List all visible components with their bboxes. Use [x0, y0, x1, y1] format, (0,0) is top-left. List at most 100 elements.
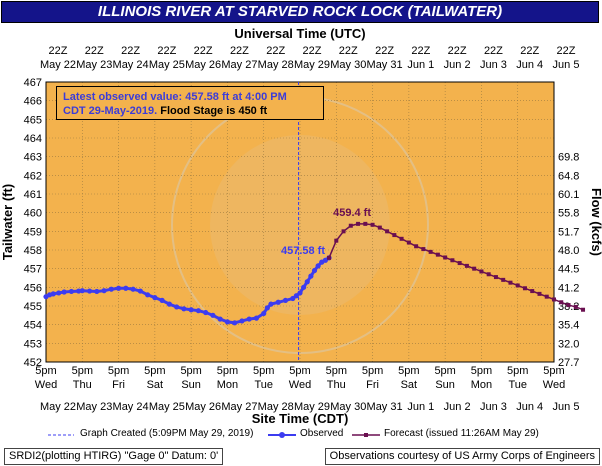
top-tick-time: 22Z	[266, 45, 285, 57]
bottom-tick-time: 5pm	[507, 365, 528, 377]
forecast-point	[399, 236, 404, 241]
y-tick-label: 455	[24, 301, 42, 313]
forecast-point	[377, 225, 382, 230]
bottom-tick-date: Jun 4	[516, 401, 543, 413]
observed-point	[210, 312, 216, 318]
top-axis-label: Universal Time (UTC)	[234, 26, 365, 41]
x-axis-label: Site Time (CDT)	[252, 411, 349, 426]
plot-area	[46, 82, 554, 362]
forecast-point	[464, 263, 469, 268]
observed-point	[159, 297, 165, 303]
observed-point	[203, 309, 209, 316]
top-tick-date: Jun 4	[516, 59, 543, 71]
bottom-tick-date: Jun 5	[553, 401, 580, 413]
observed-point	[174, 304, 180, 310]
forecast-point	[435, 252, 440, 257]
y-tick-label: 463	[24, 152, 42, 164]
y-tick-label: 461	[24, 189, 42, 201]
y2-tick-label: 69.8	[558, 152, 579, 164]
bottom-tick-date: May 27	[221, 401, 257, 413]
observed-point	[301, 284, 307, 290]
observed-point	[56, 290, 62, 296]
bottom-tick-time: 5pm	[471, 365, 492, 377]
forecast-point	[356, 221, 361, 226]
top-tick-time: 22Z	[85, 45, 104, 57]
observed-point	[268, 301, 274, 307]
observed-point	[166, 301, 172, 307]
forecast-point	[392, 233, 397, 238]
bottom-tick-date: May 29	[294, 401, 330, 413]
bottom-tick-date: Jun 1	[407, 401, 434, 413]
bottom-tick-time: 5pm	[108, 365, 129, 377]
top-tick-time: 22Z	[375, 45, 394, 57]
observed-point	[304, 279, 310, 285]
y-tick-label: 460	[24, 208, 42, 220]
observed-point	[137, 288, 143, 294]
y-tick-label: 465	[24, 114, 42, 126]
observed-point	[181, 306, 187, 312]
gage-datum-note: SRDI2(plotting HTIRG) "Gage 0" Datum: 0'	[4, 448, 224, 465]
legend-symbols	[48, 432, 380, 438]
bottom-tick-time: 5pm	[326, 365, 347, 377]
forecast-point	[530, 289, 535, 294]
bottom-tick-weekday: Sat	[147, 379, 164, 391]
latest-value-text: Latest observed value: 457.58 ft at 4:00…	[63, 91, 287, 103]
observed-point	[79, 288, 85, 294]
y2-tick-label: 41.2	[558, 282, 579, 294]
y-tick-label: 453	[24, 338, 42, 350]
forecast-point	[581, 307, 586, 312]
top-tick-date: May 25	[149, 59, 185, 71]
observed-point	[232, 320, 238, 326]
observed-point	[123, 285, 129, 291]
bottom-tick-time: 5pm	[144, 365, 165, 377]
y-tick-label: 452	[24, 357, 42, 369]
legend-observed-dot	[279, 432, 285, 438]
observed-point	[239, 318, 245, 324]
bottom-tick-date: Jun 3	[480, 401, 507, 413]
y-tick-label: 466	[24, 96, 42, 108]
y-tick-label: 462	[24, 170, 42, 182]
forecast-point	[566, 303, 571, 308]
top-tick-date: May 23	[76, 59, 112, 71]
observed-point	[101, 288, 107, 294]
legend: Graph Created (5:09PM May 29, 2019) Obse…	[0, 426, 602, 444]
forecast-point	[327, 255, 332, 260]
forecast-point	[479, 269, 484, 274]
forecast-point	[406, 240, 411, 245]
top-tick-date: May 27	[221, 59, 257, 71]
forecast-point	[334, 238, 339, 243]
y2-tick-label: 32.0	[558, 338, 579, 350]
bottom-tick-weekday: Sun	[435, 379, 455, 391]
top-tick-time: 22Z	[230, 45, 249, 57]
top-tick-time: 22Z	[411, 45, 430, 57]
bottom-tick-time: 5pm	[362, 365, 383, 377]
observed-point	[246, 316, 252, 322]
bottom-tick-time: 5pm	[543, 365, 564, 377]
y2-tick-label: 51.7	[558, 226, 579, 238]
bottom-tick-weekday: Mon	[471, 379, 492, 391]
bottom-tick-weekday: Sun	[181, 379, 201, 391]
forecast-point	[414, 244, 419, 249]
forecast-point	[486, 272, 491, 277]
observed-point	[297, 290, 303, 296]
legend-graph-created: Graph Created (5:09PM May 29, 2019)	[80, 428, 254, 439]
observed-point	[224, 319, 231, 325]
y-axis-label: Tailwater (ft)	[0, 184, 15, 260]
watermark-disc	[210, 135, 390, 315]
observed-point	[275, 299, 281, 305]
observed-point	[217, 316, 223, 322]
bottom-tick-date: May 30	[330, 401, 366, 413]
bottom-tick-date: May 25	[149, 401, 185, 413]
bottom-tick-weekday: Sat	[401, 379, 418, 391]
latest-value-box: Latest observed value: 457.58 ft at 4:00…	[56, 86, 324, 120]
top-tick-date: May 28	[258, 59, 294, 71]
top-tick-date: May 22	[40, 59, 76, 71]
y2-tick-label: 48.0	[558, 245, 579, 257]
bottom-tick-time: 5pm	[180, 365, 201, 377]
top-tick-time: 22Z	[557, 45, 576, 57]
flood-stage-text: Flood Stage is 450 ft	[160, 105, 268, 117]
forecast-point	[363, 221, 368, 226]
y-tick-label: 458	[24, 245, 42, 257]
forecast-point	[573, 304, 578, 309]
chart-title-banner: ILLINOIS RIVER AT STARVED ROCK LOCK (TAI…	[1, 1, 599, 23]
